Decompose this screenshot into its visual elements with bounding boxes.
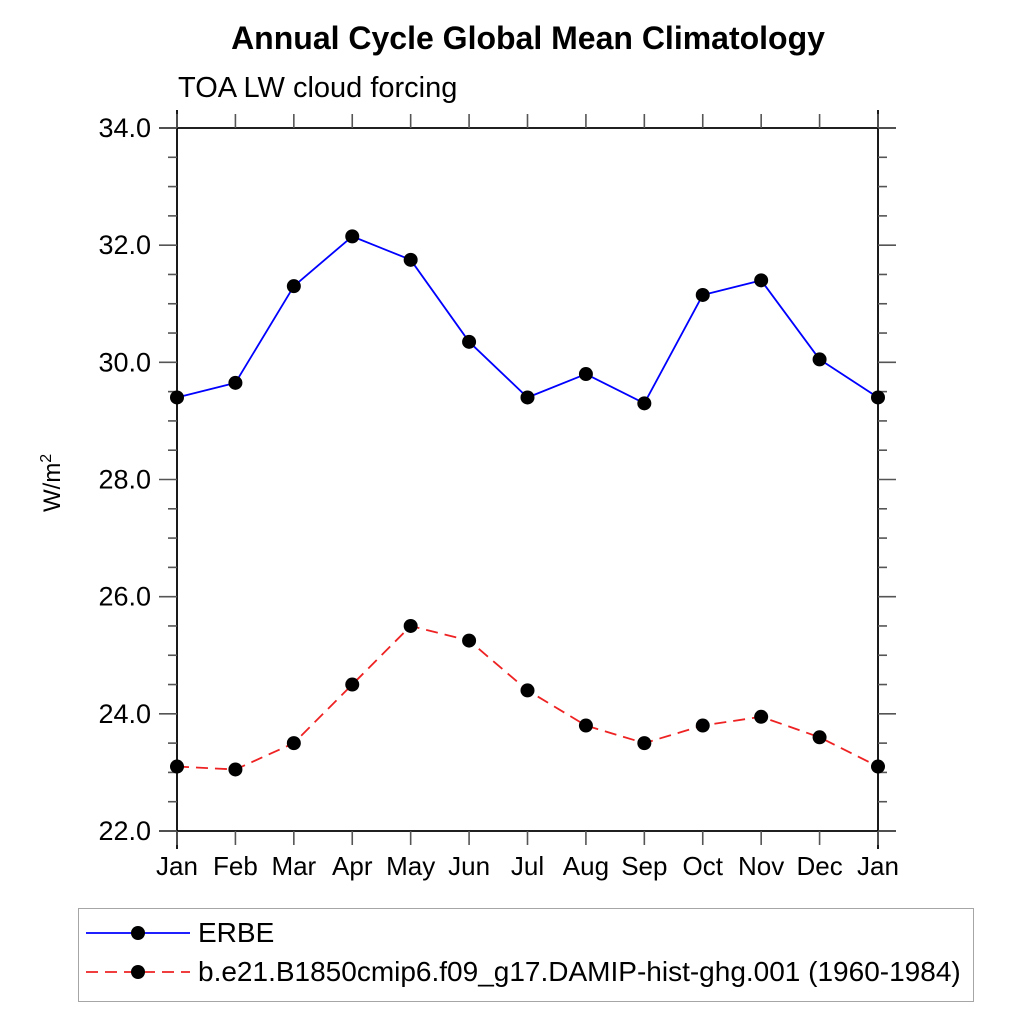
y-tick-label: 32.0 xyxy=(98,230,151,260)
data-point-marker xyxy=(812,730,827,745)
data-point-marker xyxy=(403,618,418,633)
chart-plot-area: 22.0 24.0 26.0 28.0 30.0 32.0 34.0 Jan Feb Mar Apr… xyxy=(38,110,899,881)
series-1-line xyxy=(176,625,879,771)
data-point-marker xyxy=(345,677,360,692)
data-point-marker xyxy=(520,390,535,405)
data-point-marker xyxy=(812,352,827,367)
y-axis-title: W/m2 xyxy=(38,454,66,512)
data-point-marker xyxy=(403,252,418,267)
legend: ERBE b.e21.B1850cmip6.f09_g17.DAMIP-hist… xyxy=(78,908,974,1002)
x-tick-label: Oct xyxy=(683,851,724,881)
y-tick-label: 24.0 xyxy=(98,699,151,729)
data-point-marker xyxy=(871,390,885,405)
data-point-marker xyxy=(462,633,477,648)
data-point-marker xyxy=(695,287,710,302)
x-tick-label: Nov xyxy=(738,851,784,881)
data-point-marker xyxy=(754,709,769,724)
chart-subtitle: TOA LW cloud forcing xyxy=(178,72,458,104)
x-tick-label: Dec xyxy=(796,851,842,881)
data-point-marker xyxy=(871,759,885,774)
data-point-marker xyxy=(286,736,301,751)
series-0-line xyxy=(176,235,879,405)
y-tick-label: 30.0 xyxy=(98,347,151,377)
data-point-marker xyxy=(170,759,184,774)
x-tick-label: Sep xyxy=(621,851,667,881)
data-point-marker xyxy=(578,718,593,733)
x-tick-label: Jan xyxy=(857,851,899,881)
legend-sample-marker xyxy=(131,926,145,940)
x-tick-label: Apr xyxy=(332,851,373,881)
x-tick-label: May xyxy=(386,851,435,881)
data-point-marker xyxy=(462,334,477,349)
x-tick-label: Jan xyxy=(156,851,198,881)
data-point-marker xyxy=(520,683,535,698)
data-point-marker xyxy=(345,229,360,244)
data-point-marker xyxy=(695,718,710,733)
legend-label-erbe: ERBE xyxy=(198,917,275,948)
x-tick-label: Jun xyxy=(448,851,490,881)
legend-line-sample-erbe xyxy=(86,926,190,940)
x-tick-label: Mar xyxy=(271,851,316,881)
legend-label-model: b.e21.B1850cmip6.f09_g17.DAMIP-hist-ghg.… xyxy=(198,956,961,987)
data-point-marker xyxy=(170,390,184,405)
legend-item-erbe: ERBE xyxy=(84,916,274,950)
x-tick-label: Feb xyxy=(213,851,258,881)
legend-item-model: b.e21.B1850cmip6.f09_g17.DAMIP-hist-ghg.… xyxy=(84,955,961,989)
y-tick-label: 22.0 xyxy=(98,816,151,846)
y-tick-label: 26.0 xyxy=(98,582,151,612)
data-point-marker xyxy=(754,273,769,288)
x-tick-label: Jul xyxy=(511,851,544,881)
data-point-marker xyxy=(228,762,243,777)
legend-line-sample-model xyxy=(86,965,190,979)
x-tick-label: Aug xyxy=(563,851,609,881)
legend-sample-marker xyxy=(131,965,145,979)
data-point-marker xyxy=(637,396,652,411)
y-tick-label: 34.0 xyxy=(98,113,151,143)
data-point-marker xyxy=(286,279,301,294)
data-point-marker xyxy=(578,367,593,382)
data-point-marker xyxy=(228,375,243,390)
chart-title: Annual Cycle Global Mean Climatology xyxy=(231,20,825,56)
y-tick-label: 28.0 xyxy=(98,465,151,495)
data-point-marker xyxy=(637,736,652,751)
